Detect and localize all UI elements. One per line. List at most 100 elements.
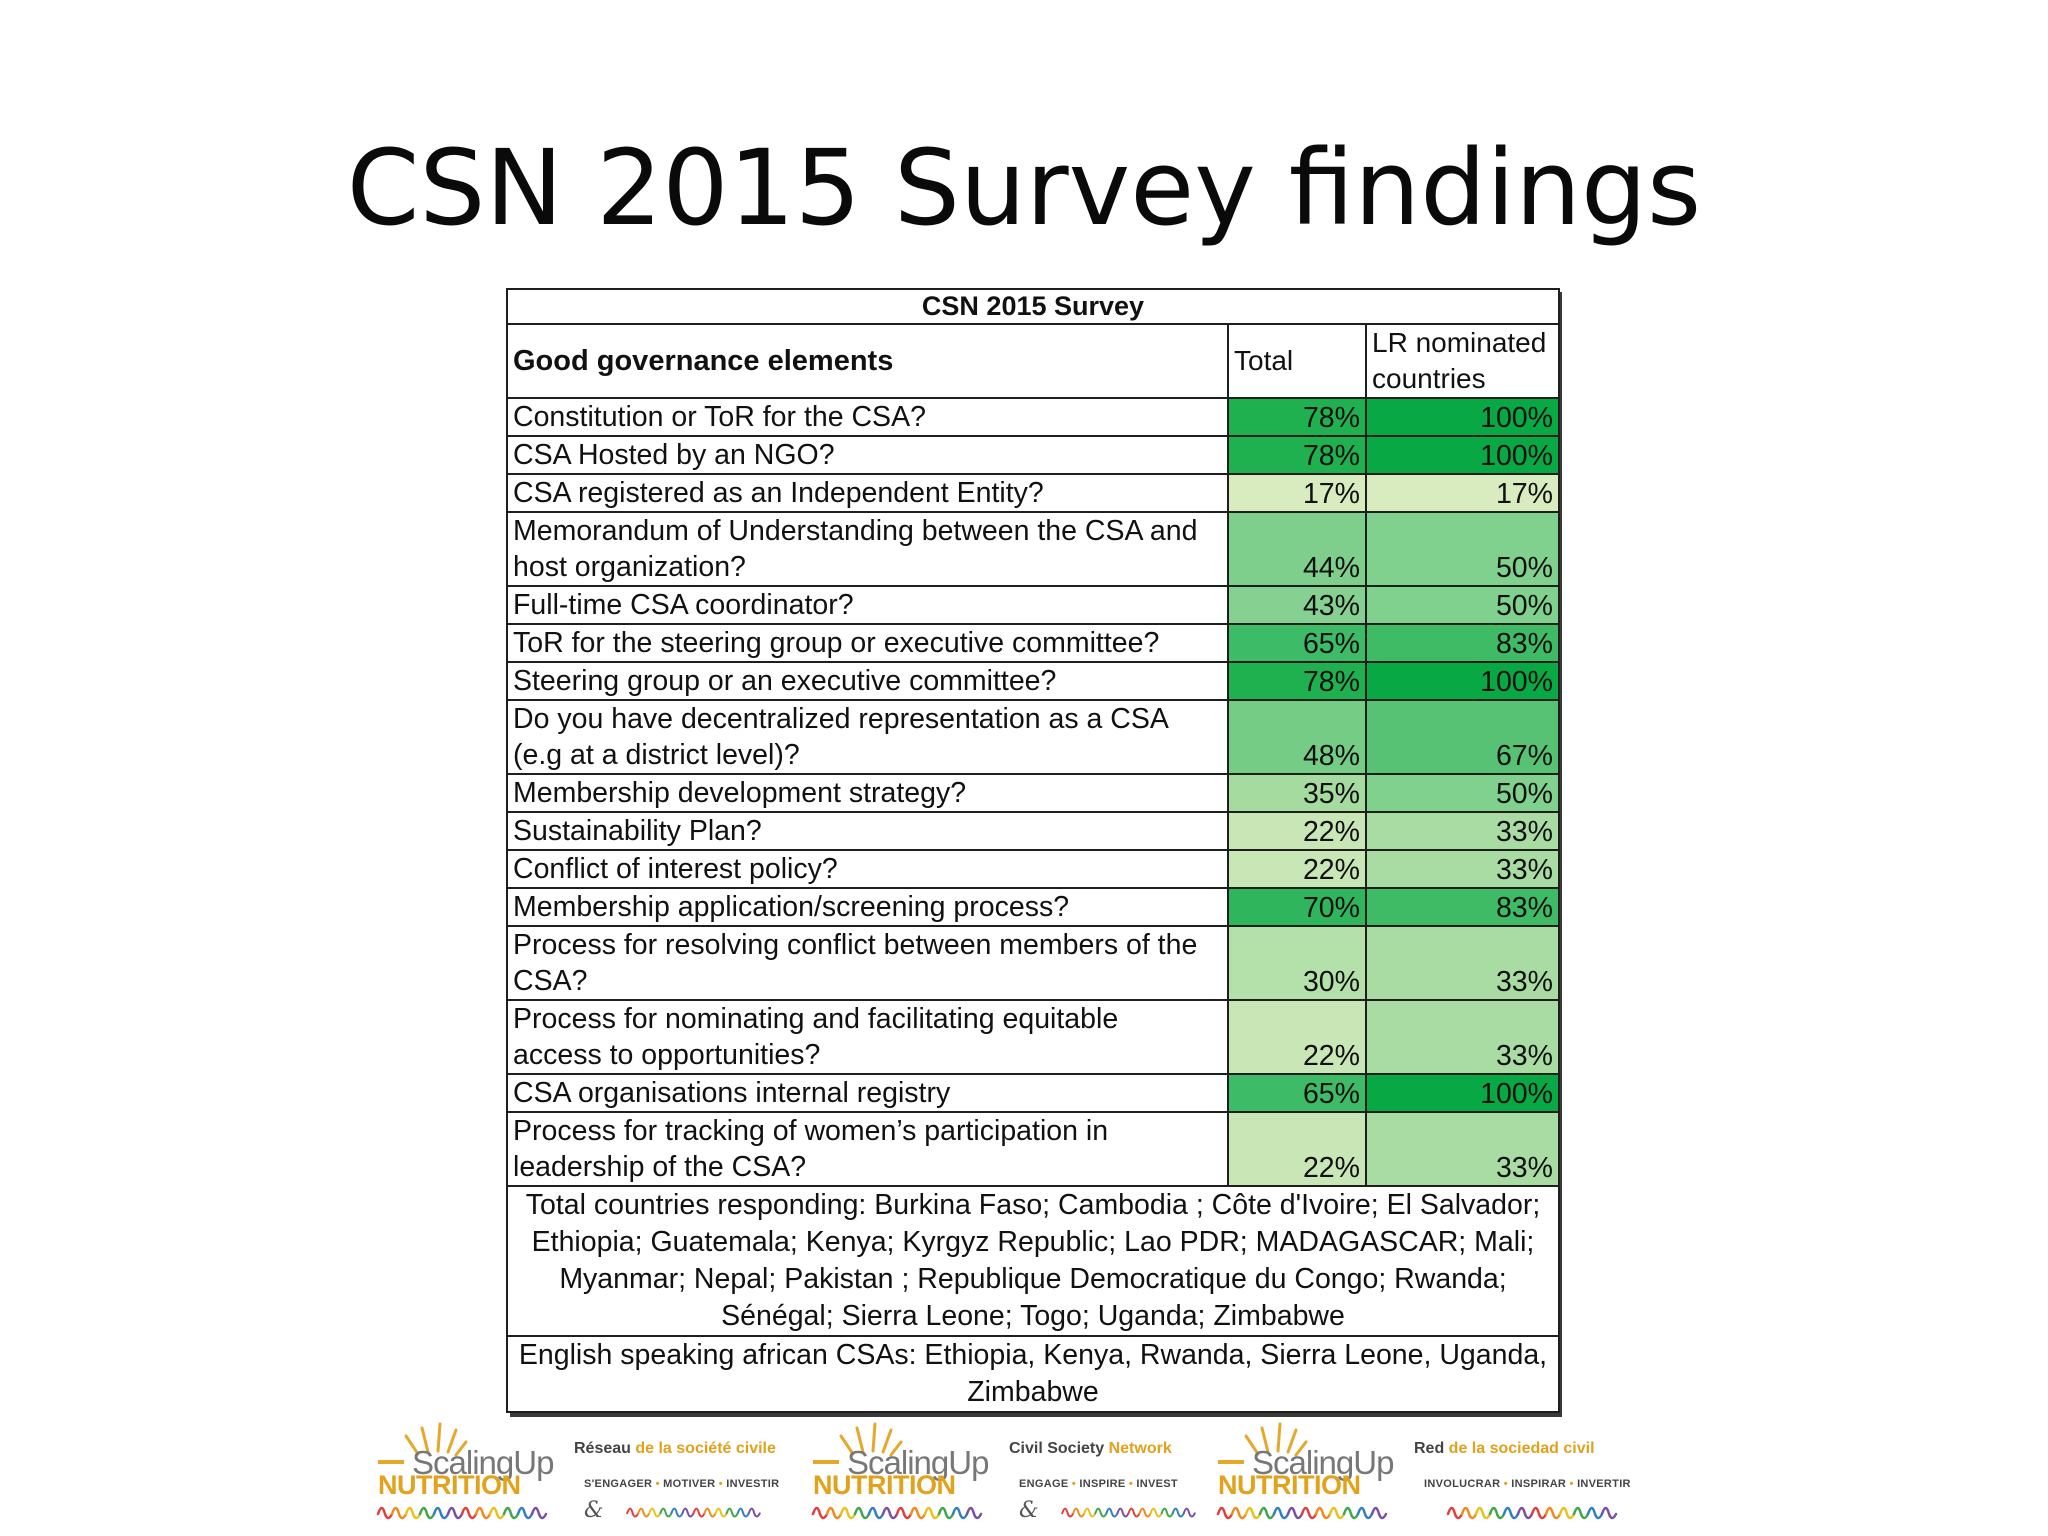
row-label: Sustainability Plan?: [506, 811, 1229, 851]
row-lr-nominated: 50%: [1365, 511, 1560, 587]
network-tag-word: INSPIRE: [1079, 1478, 1126, 1490]
row-lr-nominated: 100%: [1365, 661, 1560, 701]
english-note-line1: English speaking african CSAs: Ethiopia,…: [518, 1339, 1548, 1371]
tag-separator-dot-icon: •: [715, 1478, 727, 1490]
learning-script-icon: [1446, 1506, 1618, 1520]
row-lr-nominated: 17%: [1365, 473, 1560, 513]
row-label: Membership development strategy?: [506, 773, 1229, 813]
table-row: Constitution or ToR for the CSA? 78% 100%: [506, 397, 1560, 437]
countries-note-row: Total countries responding: Burkina Faso…: [506, 1185, 1560, 1337]
row-lr-nominated: 33%: [1365, 1111, 1560, 1187]
survey-table: CSN 2015 Survey Good governance elements…: [506, 288, 1560, 1413]
countries-note-line2: Ethiopia; Guatemala; Kenya; Kyrgyz Repub…: [531, 1226, 1535, 1258]
learning-script-icon: [1061, 1507, 1196, 1518]
row-lr-nominated: 67%: [1365, 699, 1560, 775]
sun-rays-icon: [839, 1422, 903, 1457]
table-row: CSA organisations internal registry 65% 10…: [506, 1073, 1560, 1113]
learning-script-icon: [811, 1506, 983, 1520]
row-total: 22%: [1227, 811, 1367, 851]
row-total: 70%: [1227, 887, 1367, 927]
row-label: Process for tracking of women’s particip…: [506, 1111, 1229, 1187]
row-lr-nominated: 50%: [1365, 585, 1560, 625]
header-lr-line1: LR nominated: [1372, 327, 1547, 358]
row-label: Process for nominating and facilitating …: [506, 999, 1229, 1075]
row-lr-nominated: 83%: [1365, 887, 1560, 927]
logo-brand-sub: NUTRITION: [1218, 1470, 1361, 1500]
table-row: Process for tracking of women’s particip…: [506, 1111, 1560, 1187]
network-name: Réseau de la société civile: [574, 1440, 776, 1458]
row-lr-nominated: 83%: [1365, 623, 1560, 663]
network-tagline: ENGAGE • INSPIRE • INVEST: [1019, 1478, 1178, 1490]
network-name-dark: Réseau: [574, 1440, 631, 1457]
table-body: Constitution or ToR for the CSA? 78% 100% C…: [506, 397, 1560, 1187]
row-total: 35%: [1227, 773, 1367, 813]
row-lr-nominated: 100%: [1365, 397, 1560, 437]
row-label: Constitution or ToR for the CSA?: [506, 397, 1229, 437]
row-total: 22%: [1227, 999, 1367, 1075]
row-lr-nominated: 50%: [1365, 773, 1560, 813]
row-label-line1: Process for nominating and facilitating …: [513, 1003, 1119, 1035]
row-lr-nominated: 33%: [1365, 811, 1560, 851]
row-total: 65%: [1227, 623, 1367, 663]
network-tag-word: INVERTIR: [1577, 1478, 1631, 1490]
network-tag-word: INSPIRAR: [1511, 1478, 1567, 1490]
table-row: Memorandum of Understanding between the …: [506, 511, 1560, 587]
table-row: ToR for the steering group or executive …: [506, 623, 1560, 663]
table-row: Process for resolving conflict between m…: [506, 925, 1560, 1001]
row-lr-nominated: 33%: [1365, 849, 1560, 889]
table-row: Full-time CSA coordinator? 43% 50%: [506, 585, 1560, 625]
tag-separator-dot-icon: •: [652, 1478, 664, 1490]
table-row: Do you have decentralized representation…: [506, 699, 1560, 775]
table-row: CSA Hosted by an NGO? 78% 100%: [506, 435, 1560, 475]
survey-table-container: CSN 2015 Survey Good governance elements…: [506, 288, 1560, 1413]
row-lr-nominated: 33%: [1365, 999, 1560, 1075]
table-header-row: Good governance elements Total LR nomina…: [506, 323, 1560, 399]
tag-separator-dot-icon: •: [1125, 1478, 1137, 1490]
network-tagline: INVOLUCRAR • INSPIRAR • INVERTIR: [1424, 1478, 1631, 1490]
row-label-line2: host organization?: [513, 551, 746, 583]
countries-note-line4: Sénégal; Sierra Leone; Togo; Uganda; Zim…: [721, 1300, 1345, 1332]
learning-script-icon: [1216, 1506, 1388, 1520]
countries-note: Total countries responding: Burkina Faso…: [506, 1185, 1560, 1337]
sun-rays-icon: [1244, 1422, 1308, 1457]
row-label-line2: access to opportunities?: [513, 1039, 821, 1071]
learning-script-icon: [626, 1507, 761, 1518]
slide-title: CSN 2015 Survey findings: [346, 127, 1702, 249]
row-label-line2: CSA?: [513, 965, 588, 997]
header-total: Total: [1227, 323, 1367, 399]
row-total: 65%: [1227, 1073, 1367, 1113]
sun-rays-icon: [404, 1422, 468, 1457]
row-label: Conflict of interest policy?: [506, 849, 1229, 889]
table-row: Membership development strategy? 35% 50%: [506, 773, 1560, 813]
row-lr-nominated: 100%: [1365, 435, 1560, 475]
row-label-line1: Process for tracking of women’s particip…: [513, 1115, 1109, 1147]
row-total: 22%: [1227, 849, 1367, 889]
network-name-gold: Network: [1104, 1440, 1172, 1457]
network-tag-word: S'ENGAGER: [584, 1478, 653, 1490]
table-title: CSN 2015 Survey: [506, 288, 1560, 325]
sun-network-logo: ScalingUp NUTRITION Red de la sociedad civ…: [1214, 1418, 1654, 1528]
logo-dash: [1218, 1460, 1244, 1464]
logo-dash: [813, 1460, 839, 1464]
row-total: 48%: [1227, 699, 1367, 775]
row-total: 30%: [1227, 925, 1367, 1001]
learning-script-icon: [376, 1506, 548, 1520]
logo-brand-sub: NUTRITION: [813, 1470, 956, 1500]
table-row: Process for nominating and facilitating …: [506, 999, 1560, 1075]
row-label: CSA Hosted by an NGO?: [506, 435, 1229, 475]
row-label: Memorandum of Understanding between the …: [506, 511, 1229, 587]
network-name: Red de la sociedad civil: [1414, 1440, 1595, 1458]
row-total: 22%: [1227, 1111, 1367, 1187]
network-name: Civil Society Network: [1009, 1440, 1172, 1458]
network-tagline: S'ENGAGER • MOTIVER • INVESTIR: [584, 1478, 779, 1490]
row-label: Process for resolving conflict between m…: [506, 925, 1229, 1001]
network-tag-word: ENGAGE: [1019, 1478, 1069, 1490]
english-note-line2: Zimbabwe: [967, 1376, 1099, 1408]
row-total: 17%: [1227, 473, 1367, 513]
table-row: Conflict of interest policy? 22% 33%: [506, 849, 1560, 889]
ampersand: &: [584, 1498, 604, 1523]
table-title-row: CSN 2015 Survey: [506, 288, 1560, 325]
logo-dash: [378, 1460, 404, 1464]
network-tag-word: MOTIVER: [663, 1478, 716, 1490]
row-total: 43%: [1227, 585, 1367, 625]
